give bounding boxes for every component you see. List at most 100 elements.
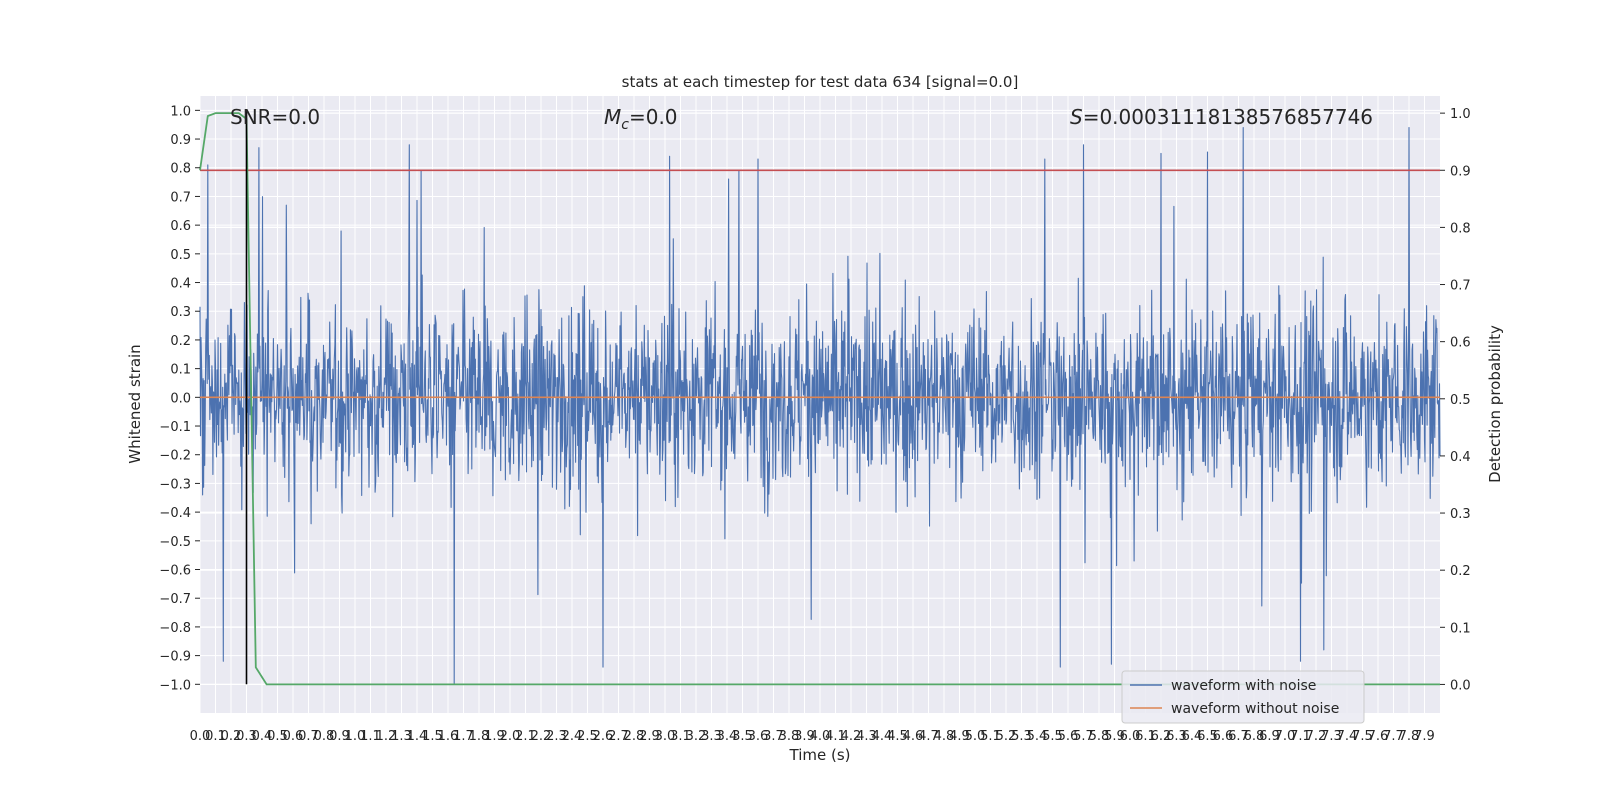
x-tick-label-51: 5.1 xyxy=(980,729,1001,744)
y-tick-label-5: −0.5 xyxy=(159,535,191,550)
x-tick-label-60: 6.0 xyxy=(1120,729,1141,744)
x-tick-label-79: 7.9 xyxy=(1414,729,1435,744)
x-tick-label-30: 3.0 xyxy=(655,729,676,744)
y-tick-label-10: 0.0 xyxy=(170,391,191,406)
x-tick-label-72: 7.2 xyxy=(1306,729,1327,744)
x-tick-label-0: 0.0 xyxy=(190,729,211,744)
x-tick-label-61: 6.1 xyxy=(1135,729,1156,744)
chirp-mass-value: =0.0 xyxy=(629,105,678,129)
x-tick-label-29: 2.9 xyxy=(639,729,660,744)
x-tick-label-73: 7.3 xyxy=(1321,729,1342,744)
x-tick-label-47: 4.7 xyxy=(918,729,939,744)
x-tick-label-41: 4.1 xyxy=(825,729,846,744)
s-symbol: S xyxy=(1070,105,1083,129)
y2-tick-label-2: 0.2 xyxy=(1450,564,1471,579)
y-tick-label-16: 0.6 xyxy=(170,219,191,234)
x-tick-label-5: 0.5 xyxy=(267,729,288,744)
y-tick-label-8: −0.2 xyxy=(159,449,191,464)
chirp-mass-subscript: c xyxy=(621,117,629,133)
x-tick-label-2: 0.2 xyxy=(221,729,242,744)
y-tick-label-13: 0.3 xyxy=(170,305,191,320)
y2-tick-label-3: 0.3 xyxy=(1450,507,1471,522)
x-tick-label-24: 2.4 xyxy=(562,729,583,744)
x-tick-label-45: 4.5 xyxy=(887,729,908,744)
legend: waveform with noise waveform without noi… xyxy=(1121,670,1365,724)
x-axis-ticks: 0.00.10.20.30.40.50.60.70.80.91.01.11.21… xyxy=(190,729,1435,744)
x-tick-label-76: 7.6 xyxy=(1368,729,1389,744)
x-tick-label-20: 2.0 xyxy=(500,729,521,744)
x-tick-label-74: 7.4 xyxy=(1337,729,1358,744)
y2-tick-label-1: 0.1 xyxy=(1450,621,1471,636)
x-tick-label-46: 4.6 xyxy=(903,729,924,744)
x-tick-label-56: 5.6 xyxy=(1058,729,1079,744)
x-tick-label-9: 0.9 xyxy=(329,729,350,744)
y-axis-ticks: −1.0 −0.9 −0.8 −0.7 −0.6 −0.5 −0.4 −0.3 −0.2 −0.1… xyxy=(159,104,200,693)
y-tick-label-1: −0.9 xyxy=(159,650,191,665)
chirp-mass-annotation: Mc=0.0 xyxy=(604,105,678,133)
x-tick-label-3: 0.3 xyxy=(236,729,257,744)
x-tick-label-53: 5.3 xyxy=(1011,729,1032,744)
x-tick-label-54: 5.4 xyxy=(1027,729,1048,744)
y-tick-label-19: 0.9 xyxy=(170,133,191,148)
x-tick-label-33: 3.3 xyxy=(701,729,722,744)
x-tick-label-38: 3.8 xyxy=(779,729,800,744)
x-tick-label-43: 4.3 xyxy=(856,729,877,744)
x-tick-label-6: 0.6 xyxy=(283,729,304,744)
x-tick-label-36: 3.6 xyxy=(748,729,769,744)
x-tick-label-50: 5.0 xyxy=(965,729,986,744)
x-tick-label-44: 4.4 xyxy=(872,729,893,744)
x-tick-label-35: 3.5 xyxy=(732,729,753,744)
x-tick-label-32: 3.2 xyxy=(686,729,707,744)
x-tick-label-15: 1.5 xyxy=(422,729,443,744)
waveform-with-noise-line xyxy=(199,127,1441,685)
x-tick-label-11: 1.1 xyxy=(360,729,381,744)
chart-title: stats at each timestep for test data 634… xyxy=(622,73,1019,91)
x-tick-label-48: 4.8 xyxy=(934,729,955,744)
x-tick-label-12: 1.2 xyxy=(376,729,397,744)
x-tick-label-28: 2.8 xyxy=(624,729,645,744)
x-tick-label-68: 6.8 xyxy=(1244,729,1265,744)
y2-tick-label-5: 0.5 xyxy=(1450,393,1471,408)
x-tick-label-59: 5.9 xyxy=(1104,729,1125,744)
x-tick-label-62: 6.2 xyxy=(1151,729,1172,744)
y-tick-label-2: −0.8 xyxy=(159,621,191,636)
x-tick-label-70: 7.0 xyxy=(1275,729,1296,744)
x-tick-label-66: 6.6 xyxy=(1213,729,1234,744)
y-tick-label-7: −0.3 xyxy=(159,477,191,492)
y-tick-label-6: −0.4 xyxy=(159,506,191,521)
y-tick-label-9: −0.1 xyxy=(159,420,191,435)
overlay-lines xyxy=(199,110,1440,686)
x-tick-label-49: 4.9 xyxy=(949,729,970,744)
legend-label-noise: waveform with noise xyxy=(1171,678,1316,694)
x-tick-label-8: 0.8 xyxy=(314,729,335,744)
x-tick-label-26: 2.6 xyxy=(593,729,614,744)
x-tick-label-77: 7.7 xyxy=(1383,729,1404,744)
y2-axis-label: Detection probability xyxy=(1486,325,1504,483)
y-tick-label-11: 0.1 xyxy=(170,363,191,378)
x-tick-label-71: 7.1 xyxy=(1290,729,1311,744)
x-tick-label-16: 1.6 xyxy=(438,729,459,744)
x-axis-label: Time (s) xyxy=(789,746,851,764)
x-tick-label-78: 7.8 xyxy=(1399,729,1420,744)
x-tick-label-1: 0.1 xyxy=(205,729,226,744)
y2-tick-label-4: 0.4 xyxy=(1450,450,1471,465)
y2-tick-label-0: 0.0 xyxy=(1450,678,1471,693)
y-axis-label: Whitened strain xyxy=(126,344,144,463)
y-tick-label-17: 0.7 xyxy=(170,190,191,205)
x-tick-label-10: 1.0 xyxy=(345,729,366,744)
x-tick-label-63: 6.3 xyxy=(1166,729,1187,744)
y-tick-label-0: −1.0 xyxy=(159,678,191,693)
x-tick-label-55: 5.5 xyxy=(1042,729,1063,744)
s-value: =0.00031118138576857746 xyxy=(1083,105,1373,129)
x-tick-label-75: 7.5 xyxy=(1352,729,1373,744)
y-tick-label-18: 0.8 xyxy=(170,162,191,177)
x-tick-label-58: 5.8 xyxy=(1089,729,1110,744)
x-tick-label-57: 5.7 xyxy=(1073,729,1094,744)
y2-tick-label-7: 0.7 xyxy=(1450,279,1471,294)
x-tick-label-67: 6.7 xyxy=(1228,729,1249,744)
y2-tick-label-10: 1.0 xyxy=(1450,107,1471,122)
legend-label-clean: waveform without noise xyxy=(1171,701,1339,717)
y-tick-label-4: −0.6 xyxy=(159,564,191,579)
x-tick-label-37: 3.7 xyxy=(763,729,784,744)
y-tick-label-20: 1.0 xyxy=(170,104,191,119)
